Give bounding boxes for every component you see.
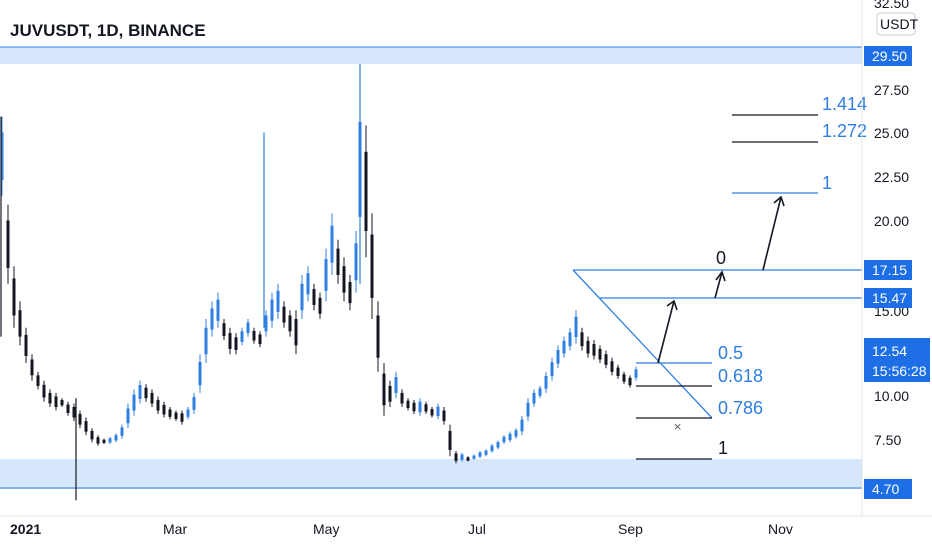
resistance-zone bbox=[0, 47, 862, 64]
arrow-2-shaft bbox=[714, 271, 723, 299]
fib-ext-1-272-label: 1.272 bbox=[822, 121, 867, 141]
y-tick-20-00: 20.00 bbox=[874, 213, 909, 229]
price-tag-4-70 bbox=[864, 479, 912, 499]
fib-trend-line bbox=[572, 269, 713, 419]
price-tag-15-47 bbox=[864, 288, 912, 308]
candles-group bbox=[0, 63, 638, 501]
price-tag-4-70-text: 4.70 bbox=[872, 481, 899, 497]
fib-0-618-label: 0.618 bbox=[718, 366, 763, 386]
x-label-nov: Nov bbox=[768, 521, 793, 537]
chart-title: JUVUSDT, 1D, BINANCE bbox=[10, 21, 206, 40]
price-tag-17-15 bbox=[864, 260, 912, 280]
arrow-3-head bbox=[773, 195, 785, 207]
support-zone bbox=[0, 459, 862, 489]
y-tick-27-50: 27.50 bbox=[874, 82, 909, 98]
fib-0-5-label: 0.5 bbox=[718, 343, 743, 363]
y-tick-22-50: 22.50 bbox=[874, 169, 909, 185]
fib-ext-1-414-label: 1.414 bbox=[822, 94, 867, 114]
fib-1-label: 1 bbox=[718, 438, 728, 458]
price-tag-29-50-text: 29.50 bbox=[872, 48, 907, 64]
fib-0-786-label: 0.786 bbox=[718, 398, 763, 418]
price-tag-last bbox=[864, 338, 930, 382]
price-tag-15-47-text: 15.47 bbox=[872, 290, 907, 306]
y-tick-10-00: 10.00 bbox=[874, 388, 909, 404]
y-tick-7-50: 7.50 bbox=[874, 432, 901, 448]
fib-ext-1-label: 1 bbox=[822, 173, 832, 193]
projection-arrows bbox=[657, 195, 785, 364]
y-tick-25-00: 25.00 bbox=[874, 125, 909, 141]
x-label-mar: Mar bbox=[163, 521, 187, 537]
x-label-2021: 2021 bbox=[10, 521, 41, 537]
currency-label: USDT bbox=[880, 16, 919, 32]
x-label-may: May bbox=[313, 521, 339, 537]
fib-0-label: 0 bbox=[716, 248, 726, 268]
last-price-text: 12.54 bbox=[872, 343, 907, 359]
price-tag-17-15-text: 17.15 bbox=[872, 262, 907, 278]
y-tick-32-50: 32.50 bbox=[874, 0, 909, 11]
arrow-2-head bbox=[715, 270, 726, 282]
currency-box[interactable] bbox=[876, 12, 916, 36]
price-tag-29-50 bbox=[864, 46, 912, 66]
arrow-1-head bbox=[666, 299, 678, 311]
x-label-jul: Jul bbox=[468, 521, 486, 537]
arrow-1-shaft bbox=[657, 300, 675, 364]
countdown-text: 15:56:28 bbox=[872, 363, 927, 379]
x-marker-icon: × bbox=[673, 420, 682, 433]
x-label-sep: Sep bbox=[618, 521, 643, 537]
arrow-3-shaft bbox=[762, 196, 782, 271]
